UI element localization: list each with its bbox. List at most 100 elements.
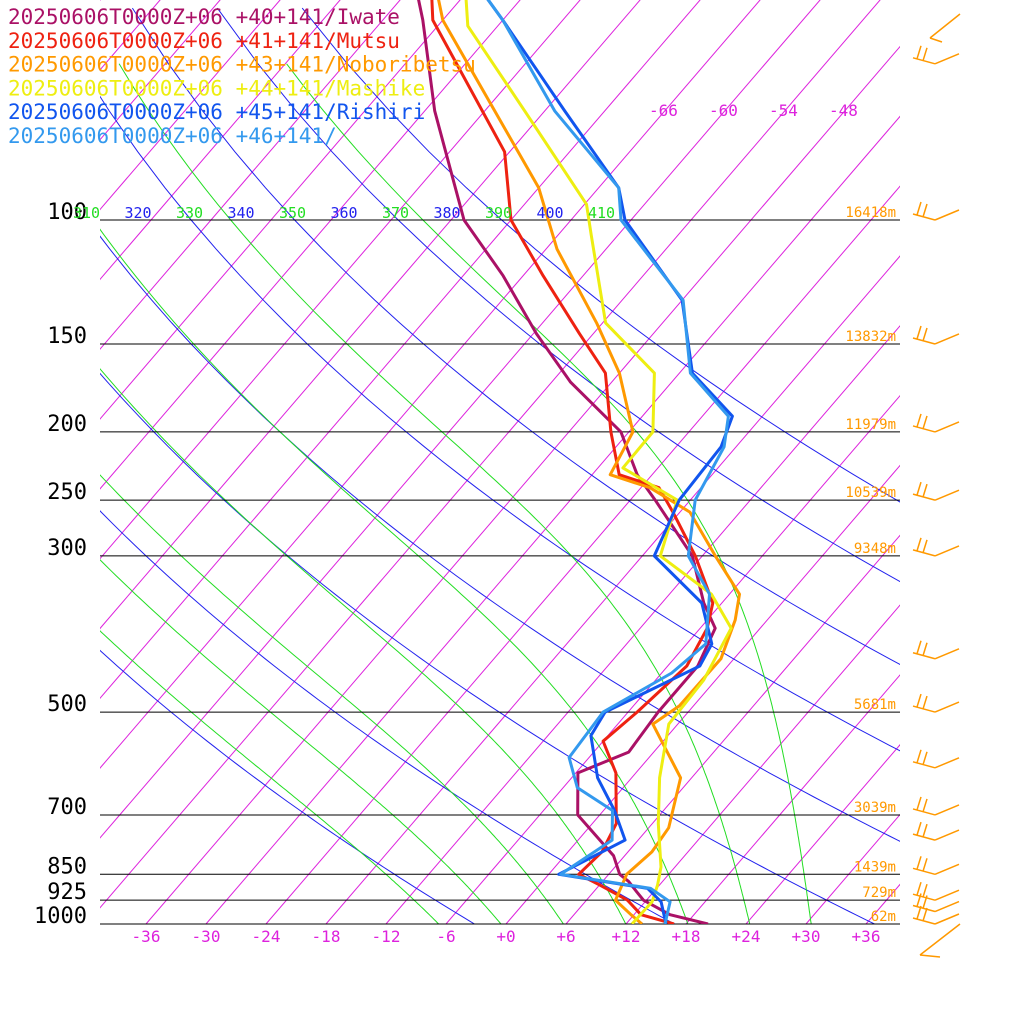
theta-label: 310: [73, 204, 100, 222]
wind-barb-icon: [912, 905, 960, 925]
height-label: 1439m: [854, 859, 896, 875]
dry-adiabat-line: [131, 7, 900, 666]
pressure-tick-label: 700: [47, 795, 87, 820]
pressure-tick-label: 200: [47, 412, 87, 437]
legend-entry: 20250606T0000Z+06 +45+141/Rishiri: [8, 100, 425, 124]
theta-label: 390: [485, 204, 512, 222]
dry-adiabat-line: [100, 649, 476, 924]
temperature-tick-label: -12: [372, 927, 401, 946]
dry-adiabat-line: [100, 510, 676, 924]
isotherm-line: [385, 325, 900, 924]
height-label: 62m: [871, 909, 896, 925]
legend-entry: 20250606T0000Z+06 +46+141/: [8, 124, 337, 148]
upper-temperature-label: -66: [649, 101, 678, 120]
theta-label: 340: [228, 204, 255, 222]
temperature-profiles: [417, 0, 741, 924]
temperature-tick-label: -36: [132, 927, 161, 946]
moist-adiabat-line: [100, 228, 689, 924]
moist-adiabat-line: [100, 630, 440, 924]
isotherm-line: [100, 0, 401, 350]
wind-barb-icon: [912, 881, 960, 901]
moist-adiabat-line: [100, 368, 627, 924]
temperature-profile-line: [486, 0, 734, 924]
isotherm-line: [865, 883, 900, 924]
isotherm-line: [986, 0, 1024, 924]
temperature-tick-label: -18: [312, 927, 341, 946]
wind-barbs: [912, 13, 961, 958]
isotherm-line: [100, 0, 221, 141]
legend-entry: 20250606T0000Z+06 +44+141/Mashike: [8, 76, 425, 100]
wind-barb-icon: [912, 640, 960, 660]
dry-adiabat-line: [301, 7, 900, 503]
dry-adiabat-lines: [100, 7, 900, 924]
isotherm-line: [685, 674, 900, 924]
legend: 20250606T0000Z+06 +40+141/Iwate 20250606T…: [8, 5, 476, 148]
temperature-tick-label: +0: [496, 927, 515, 946]
moist-adiabat-line: [286, 63, 812, 924]
height-label: 729m: [862, 885, 896, 901]
wind-barb-icon: [912, 201, 960, 221]
temperature-tick-label: +18: [672, 927, 701, 946]
height-label: 13832m: [845, 329, 896, 345]
wind-barb-icon: [912, 856, 960, 876]
wind-barb-icon: [912, 481, 960, 501]
temperature-tick-label: +24: [732, 927, 761, 946]
wind-barb-icon: [912, 893, 960, 913]
isotherm-line: [745, 744, 900, 924]
pressure-tick-label: 1000: [34, 904, 87, 929]
theta-label: 350: [279, 204, 306, 222]
height-label: 3039m: [854, 800, 896, 816]
temperature-tick-label: +36: [852, 927, 881, 946]
height-label: 9348m: [854, 541, 896, 557]
height-label: 5681m: [854, 697, 896, 713]
wind-barb-icon: [919, 923, 961, 958]
dry-adiabat-line: [100, 235, 900, 842]
temperature-tick-label: +6: [556, 927, 575, 946]
isotherm-line: [565, 534, 900, 924]
wind-barb-icon: [912, 693, 960, 713]
pressure-tick-label: 250: [47, 480, 87, 505]
isotherm-line: [805, 813, 900, 924]
temperature-tick-label: -24: [252, 927, 281, 946]
moist-adiabat-line: [100, 559, 502, 924]
theta-label: 360: [331, 204, 358, 222]
theta-label: 410: [588, 204, 615, 222]
temperature-profile-line: [464, 0, 733, 924]
isotherm-line: [100, 0, 341, 281]
temperature-profile-line: [437, 0, 741, 924]
pressure-tick-label: 100: [47, 200, 87, 225]
theta-label: 400: [537, 204, 564, 222]
temperature-tick-label: -6: [436, 927, 455, 946]
height-label: 16418m: [845, 205, 896, 221]
theta-label: 380: [434, 204, 461, 222]
theta-label: 320: [125, 204, 152, 222]
upper-temperature-label: -54: [769, 101, 798, 120]
legend-entry: 20250606T0000Z+06 +43+141/Noboribetsu: [8, 53, 476, 77]
wind-barb-icon: [929, 13, 961, 43]
wind-barb-icon: [912, 325, 960, 345]
isotherm-line: [100, 0, 281, 211]
wind-barb-icon: [912, 749, 960, 769]
isotherm-line: [100, 0, 461, 420]
isobar-lines: [100, 219, 900, 925]
dry-adiabat-line: [100, 95, 900, 752]
isotherm-line: [505, 464, 900, 924]
temperature-profile-line: [486, 0, 730, 924]
isotherm-line: [265, 185, 900, 924]
temperature-tick-label: -30: [192, 927, 221, 946]
wind-barb-icon: [912, 45, 960, 65]
wind-barb-icon: [912, 821, 960, 841]
temperature-profile-line: [417, 0, 717, 924]
dry-adiabat-line: [100, 372, 876, 924]
wind-barb-icon: [912, 537, 960, 557]
pressure-tick-label: 150: [47, 324, 87, 349]
temperature-profile-line: [430, 0, 715, 924]
legend-entry: 20250606T0000Z+06 +40+141/Iwate: [8, 5, 400, 29]
pressure-tick-label: 500: [47, 692, 87, 717]
pressure-tick-label: 925: [47, 880, 87, 905]
upper-temperature-label: -60: [709, 101, 738, 120]
wind-barb-icon: [912, 796, 960, 816]
